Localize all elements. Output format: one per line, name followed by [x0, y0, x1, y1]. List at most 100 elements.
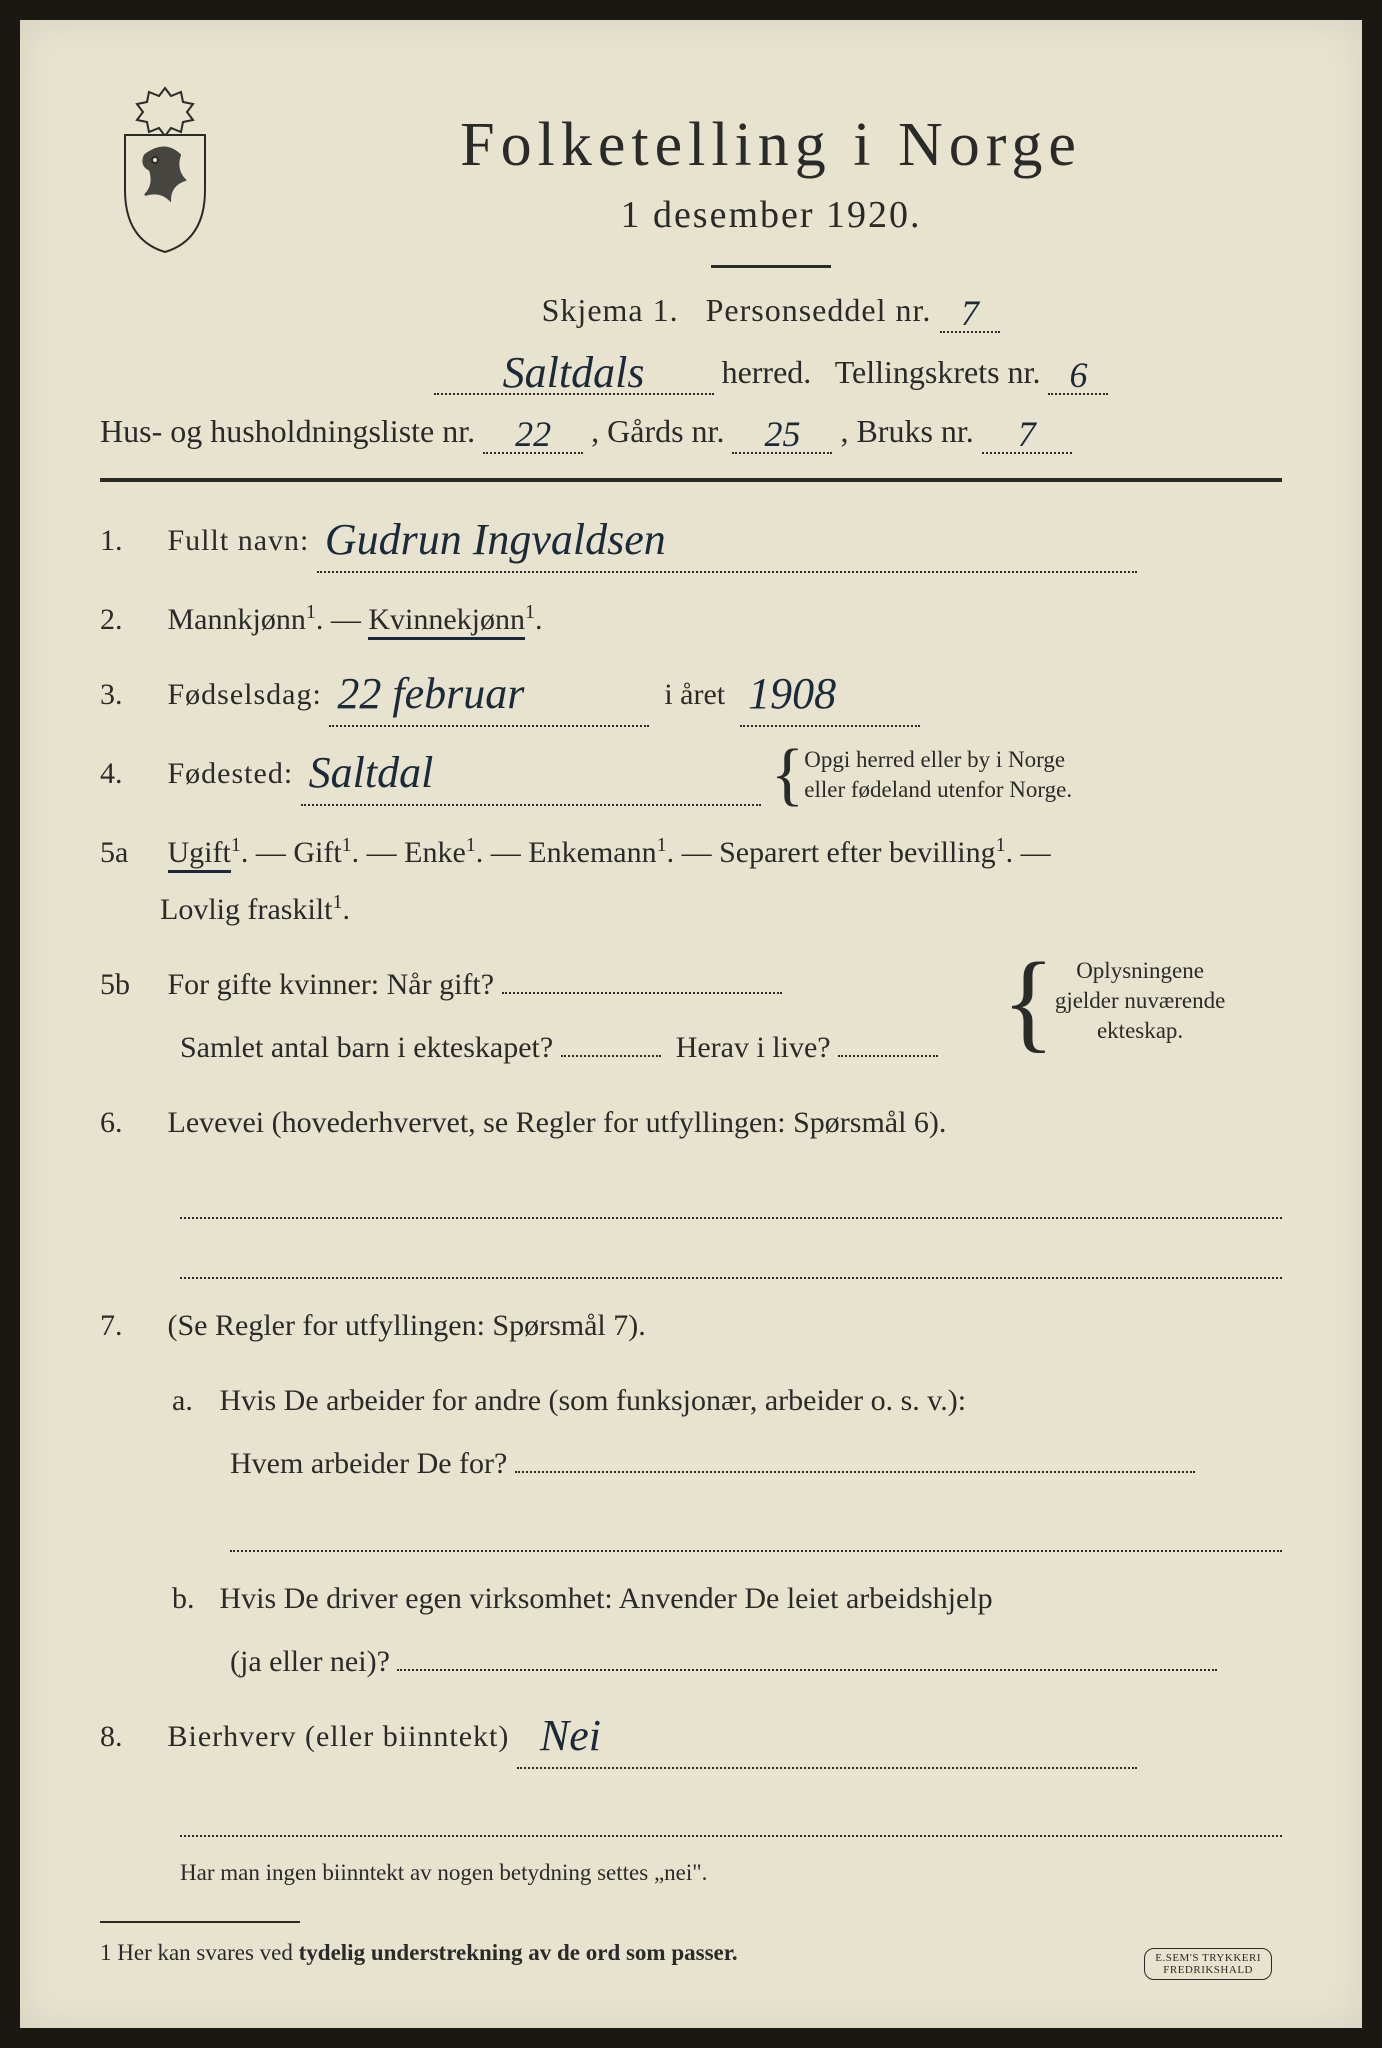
q7-intro: (Se Regler for utfyllingen: Spørsmål 7). [168, 1309, 646, 1342]
title-block: Folketelling i Norge 1 desember 1920. Sk… [260, 90, 1282, 395]
hus-nr: 22 [515, 420, 551, 449]
q5b-l2a: Samlet antal barn i ekteskapet? [180, 1031, 553, 1064]
personseddel-nr-field: 7 [940, 292, 1000, 333]
q5a-num: 5a [100, 824, 160, 881]
q7b-l2: (ja eller nei)? [230, 1645, 390, 1678]
herred-line: Saltdals herred. Tellingskrets nr. 6 [260, 351, 1282, 395]
hus-label: Hus- og husholdningsliste nr. [100, 413, 475, 449]
q5b-ilive-field [838, 1053, 938, 1057]
row-7b: b. Hvis De driver egen virksomhet: Anven… [100, 1570, 1282, 1690]
q1-value: Gudrun Ingvaldsen [325, 522, 666, 557]
row-5a: 5a Ugift1. — Gift1. — Enke1. — Enkemann1… [100, 824, 1282, 938]
q8-num: 8. [100, 1708, 160, 1765]
brace-icon: { [771, 754, 805, 796]
q6-text: Levevei (hovederhvervet, se Regler for u… [168, 1106, 947, 1139]
skjema-line: Skjema 1. Personseddel nr. 7 [260, 292, 1282, 333]
q4-label: Fødested: [168, 757, 294, 790]
bruks-label: , Bruks nr. [840, 413, 973, 449]
q5a-options: Ugift1. — Gift1. — Enke1. — Enkemann1. —… [100, 836, 1051, 926]
row-1: 1. Fullt navn: Gudrun Ingvaldsen [100, 512, 1282, 573]
q3-daymonth-field: 22 februar [329, 666, 649, 727]
header-rule [100, 478, 1282, 482]
tellingskrets-label: Tellingskrets nr. [835, 354, 1041, 390]
q3-label: Fødselsdag: [168, 678, 322, 711]
herred-label: herred. [722, 354, 812, 390]
q7b-field [397, 1667, 1217, 1671]
q1-num: 1. [100, 512, 160, 569]
hus-line: Hus- og husholdningsliste nr. 22 , Gårds… [100, 413, 1282, 454]
hus-nr-field: 22 [483, 413, 583, 454]
q7a-field [515, 1469, 1195, 1473]
q3-year-field: 1908 [740, 666, 920, 727]
row-8: 8. Bierhverv (eller biinntekt) Nei [100, 1708, 1282, 1769]
q8-label: Bierhverv (eller biinntekt) [168, 1720, 510, 1753]
brace-icon-2: { [1002, 968, 1055, 1034]
q2-opt-m: Mannkjønn [168, 603, 306, 636]
row-7a: a. Hvis De arbeider for andre (som funks… [100, 1372, 1282, 1552]
q5b-barn-field [561, 1053, 661, 1057]
q2-sup2: 1 [525, 601, 535, 623]
footnote-rule [100, 1921, 300, 1923]
q8-value: Nei [540, 1718, 601, 1753]
footnote-2: 1 Her kan svares ved tydelig understrekn… [100, 1931, 1282, 1975]
q1-field: Gudrun Ingvaldsen [317, 512, 1137, 573]
main-title: Folketelling i Norge [260, 110, 1282, 181]
q1-label: Fullt navn: [168, 524, 310, 557]
q6-num: 6. [100, 1094, 160, 1151]
q2-dash: — [331, 603, 369, 636]
q5b-gift-field [502, 990, 782, 994]
q5b-num: 5b [100, 956, 160, 1013]
q3-num: 3. [100, 666, 160, 723]
q3-year: 1908 [748, 676, 836, 711]
coat-of-arms-icon [100, 80, 230, 260]
gards-nr-field: 25 [732, 413, 832, 454]
header: Folketelling i Norge 1 desember 1920. Sk… [100, 90, 1282, 395]
form-body: 1. Fullt navn: Gudrun Ingvaldsen 2. Mann… [100, 512, 1282, 1974]
q2-opt-k: Kvinnekjønn [368, 603, 525, 640]
personseddel-nr: 7 [961, 299, 980, 328]
q7-num: 7. [100, 1297, 160, 1354]
herred-value: Saltdals [503, 355, 645, 390]
q2-sup1: 1 [306, 601, 316, 623]
q7a-blank [230, 1502, 1282, 1552]
q8-field: Nei [517, 1708, 1137, 1769]
q5b-note: Oplysningene gjelder nuværende ekteskap. [1055, 956, 1226, 1046]
date-line: 1 desember 1920. [260, 193, 1282, 237]
skjema-label: Skjema 1. [542, 292, 679, 328]
q7b-l1: Hvis De driver egen virksomhet: Anvender… [220, 1582, 993, 1615]
gards-label: , Gårds nr. [591, 413, 724, 449]
tellingskrets-field: 6 [1048, 354, 1108, 395]
tellingskrets-nr: 6 [1069, 361, 1087, 390]
title-divider [711, 265, 831, 268]
row-2: 2. Mannkjønn1. — Kvinnekjønn1. [100, 591, 1282, 648]
herred-field: Saltdals [434, 351, 714, 395]
q8-blank [180, 1787, 1282, 1837]
q4-note: Opgi herred eller by i Norge eller fødel… [804, 745, 1072, 805]
q4-value: Saltdal [309, 755, 434, 790]
row-3: 3. Fødselsdag: 22 februar i året 1908 [100, 666, 1282, 727]
q4-num: 4. [100, 745, 160, 802]
q7a-letter: a. [172, 1372, 212, 1429]
row-7: 7. (Se Regler for utfyllingen: Spørsmål … [100, 1297, 1282, 1354]
q7a-l1: Hvis De arbeider for andre (som funksjon… [220, 1384, 967, 1417]
bruks-nr-field: 7 [982, 413, 1072, 454]
q3-daymonth: 22 februar [337, 676, 524, 711]
q2-num: 2. [100, 591, 160, 648]
row-4: 4. Fødested: Saltdal { Opgi herred eller… [100, 745, 1282, 806]
q5b-l1a: For gifte kvinner: Når gift? [168, 968, 495, 1001]
q6-blank-1 [180, 1169, 1282, 1219]
census-form-page: Folketelling i Norge 1 desember 1920. Sk… [20, 20, 1362, 2028]
row-6: 6. Levevei (hovederhvervet, se Regler fo… [100, 1094, 1282, 1151]
q4-field: Saltdal [301, 745, 761, 806]
q5b-l2b: Herav i live? [676, 1031, 831, 1064]
gards-nr: 25 [764, 420, 800, 449]
q6-blank-2 [180, 1229, 1282, 1279]
q7b-letter: b. [172, 1570, 212, 1627]
printer-mark: E.SEM'S TRYKKERI FREDRIKSHALD [1144, 1948, 1272, 1980]
footnote-1: Har man ingen biinntekt av nogen betydni… [180, 1851, 1282, 1895]
q3-mid: i året [664, 678, 725, 711]
personseddel-label: Personseddel nr. [706, 292, 932, 328]
row-5b: 5b For gifte kvinner: Når gift? Samlet a… [100, 956, 1282, 1076]
bruks-nr: 7 [1018, 420, 1036, 449]
q7a-l2: Hvem arbeider De for? [230, 1447, 507, 1480]
